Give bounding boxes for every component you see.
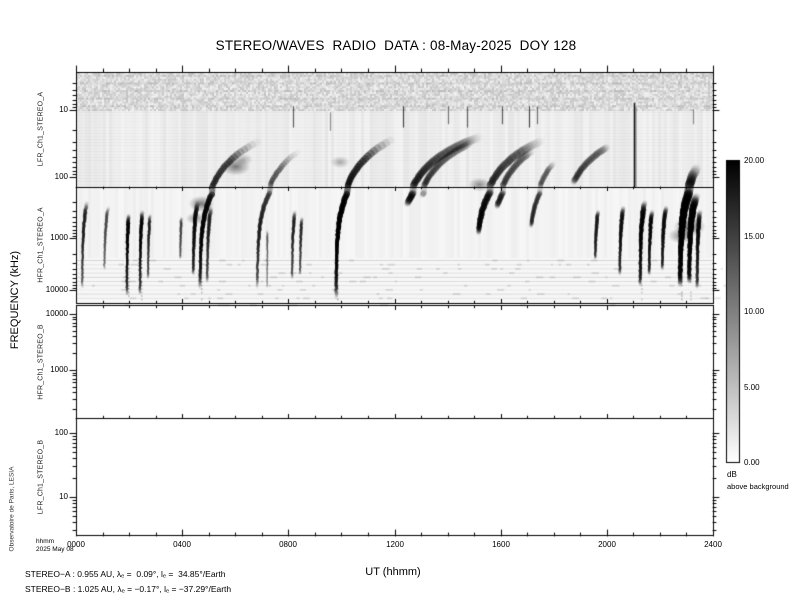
colorbar-tick-label: 5.00 [744, 383, 760, 392]
x-tick-label: 1200 [386, 540, 404, 549]
x-tick-label: 2000 [598, 540, 616, 549]
x-tick-label: 1600 [492, 540, 510, 549]
freq-tick-label: 10 [59, 492, 68, 501]
x-tick-label: 0000 [67, 540, 85, 549]
freq-tick-label: 10000 [45, 309, 68, 318]
x-tick-label: 2400 [704, 540, 722, 549]
x-tick-label: 0800 [279, 540, 297, 549]
panel-label-lfr-a: LFR_Ch1_STEREO_A [37, 91, 45, 167]
panel-label-hfr-a: HFR_Ch1_STEREO_A [37, 207, 45, 283]
panel-label-hfr-b: HFR_Ch1_STEREO_B [37, 324, 45, 400]
freq-tick-label: 100 [54, 428, 68, 437]
freq-tick-label: 1000 [50, 365, 68, 374]
colorbar-unit: dB [727, 470, 737, 479]
footer-stereo-b: STEREO−B : 1.025 AU, λₑ = −0.17°, lₑ = −… [25, 584, 232, 594]
x-tick-label: 0400 [173, 540, 191, 549]
x-axis-label: UT (hhmm) [365, 566, 421, 578]
freq-tick-label: 100 [54, 172, 68, 181]
colorbar-tick-label: 0.00 [744, 458, 760, 467]
y-axis-label: FREQUENCY (kHz) [9, 250, 21, 350]
panel-label-lfr-b: LFR_Ch1_STEREO_B [37, 439, 45, 515]
corner-note-date: 2025 May 08 [36, 546, 74, 553]
freq-tick-label: 10000 [45, 285, 68, 294]
corner-note-hhmm: hhmm [36, 538, 55, 545]
colorbar-tick-label: 15.00 [744, 232, 765, 241]
footer-stereo-a: STEREO−A : 0.955 AU, λₑ = 0.09°, lₑ = 34… [25, 569, 226, 579]
credit-text: Observatoire de Paris, LESIA [8, 466, 16, 552]
colorbar-tick-label: 20.00 [744, 156, 765, 165]
freq-tick-label: 1000 [50, 233, 68, 242]
figure-title: STEREO/WAVES RADIO DATA : 08-May-2025 DO… [215, 38, 577, 53]
freq-tick-label: 10 [59, 105, 68, 114]
colorbar-caption: above background [727, 482, 789, 491]
colorbar-tick-label: 10.00 [744, 307, 765, 316]
